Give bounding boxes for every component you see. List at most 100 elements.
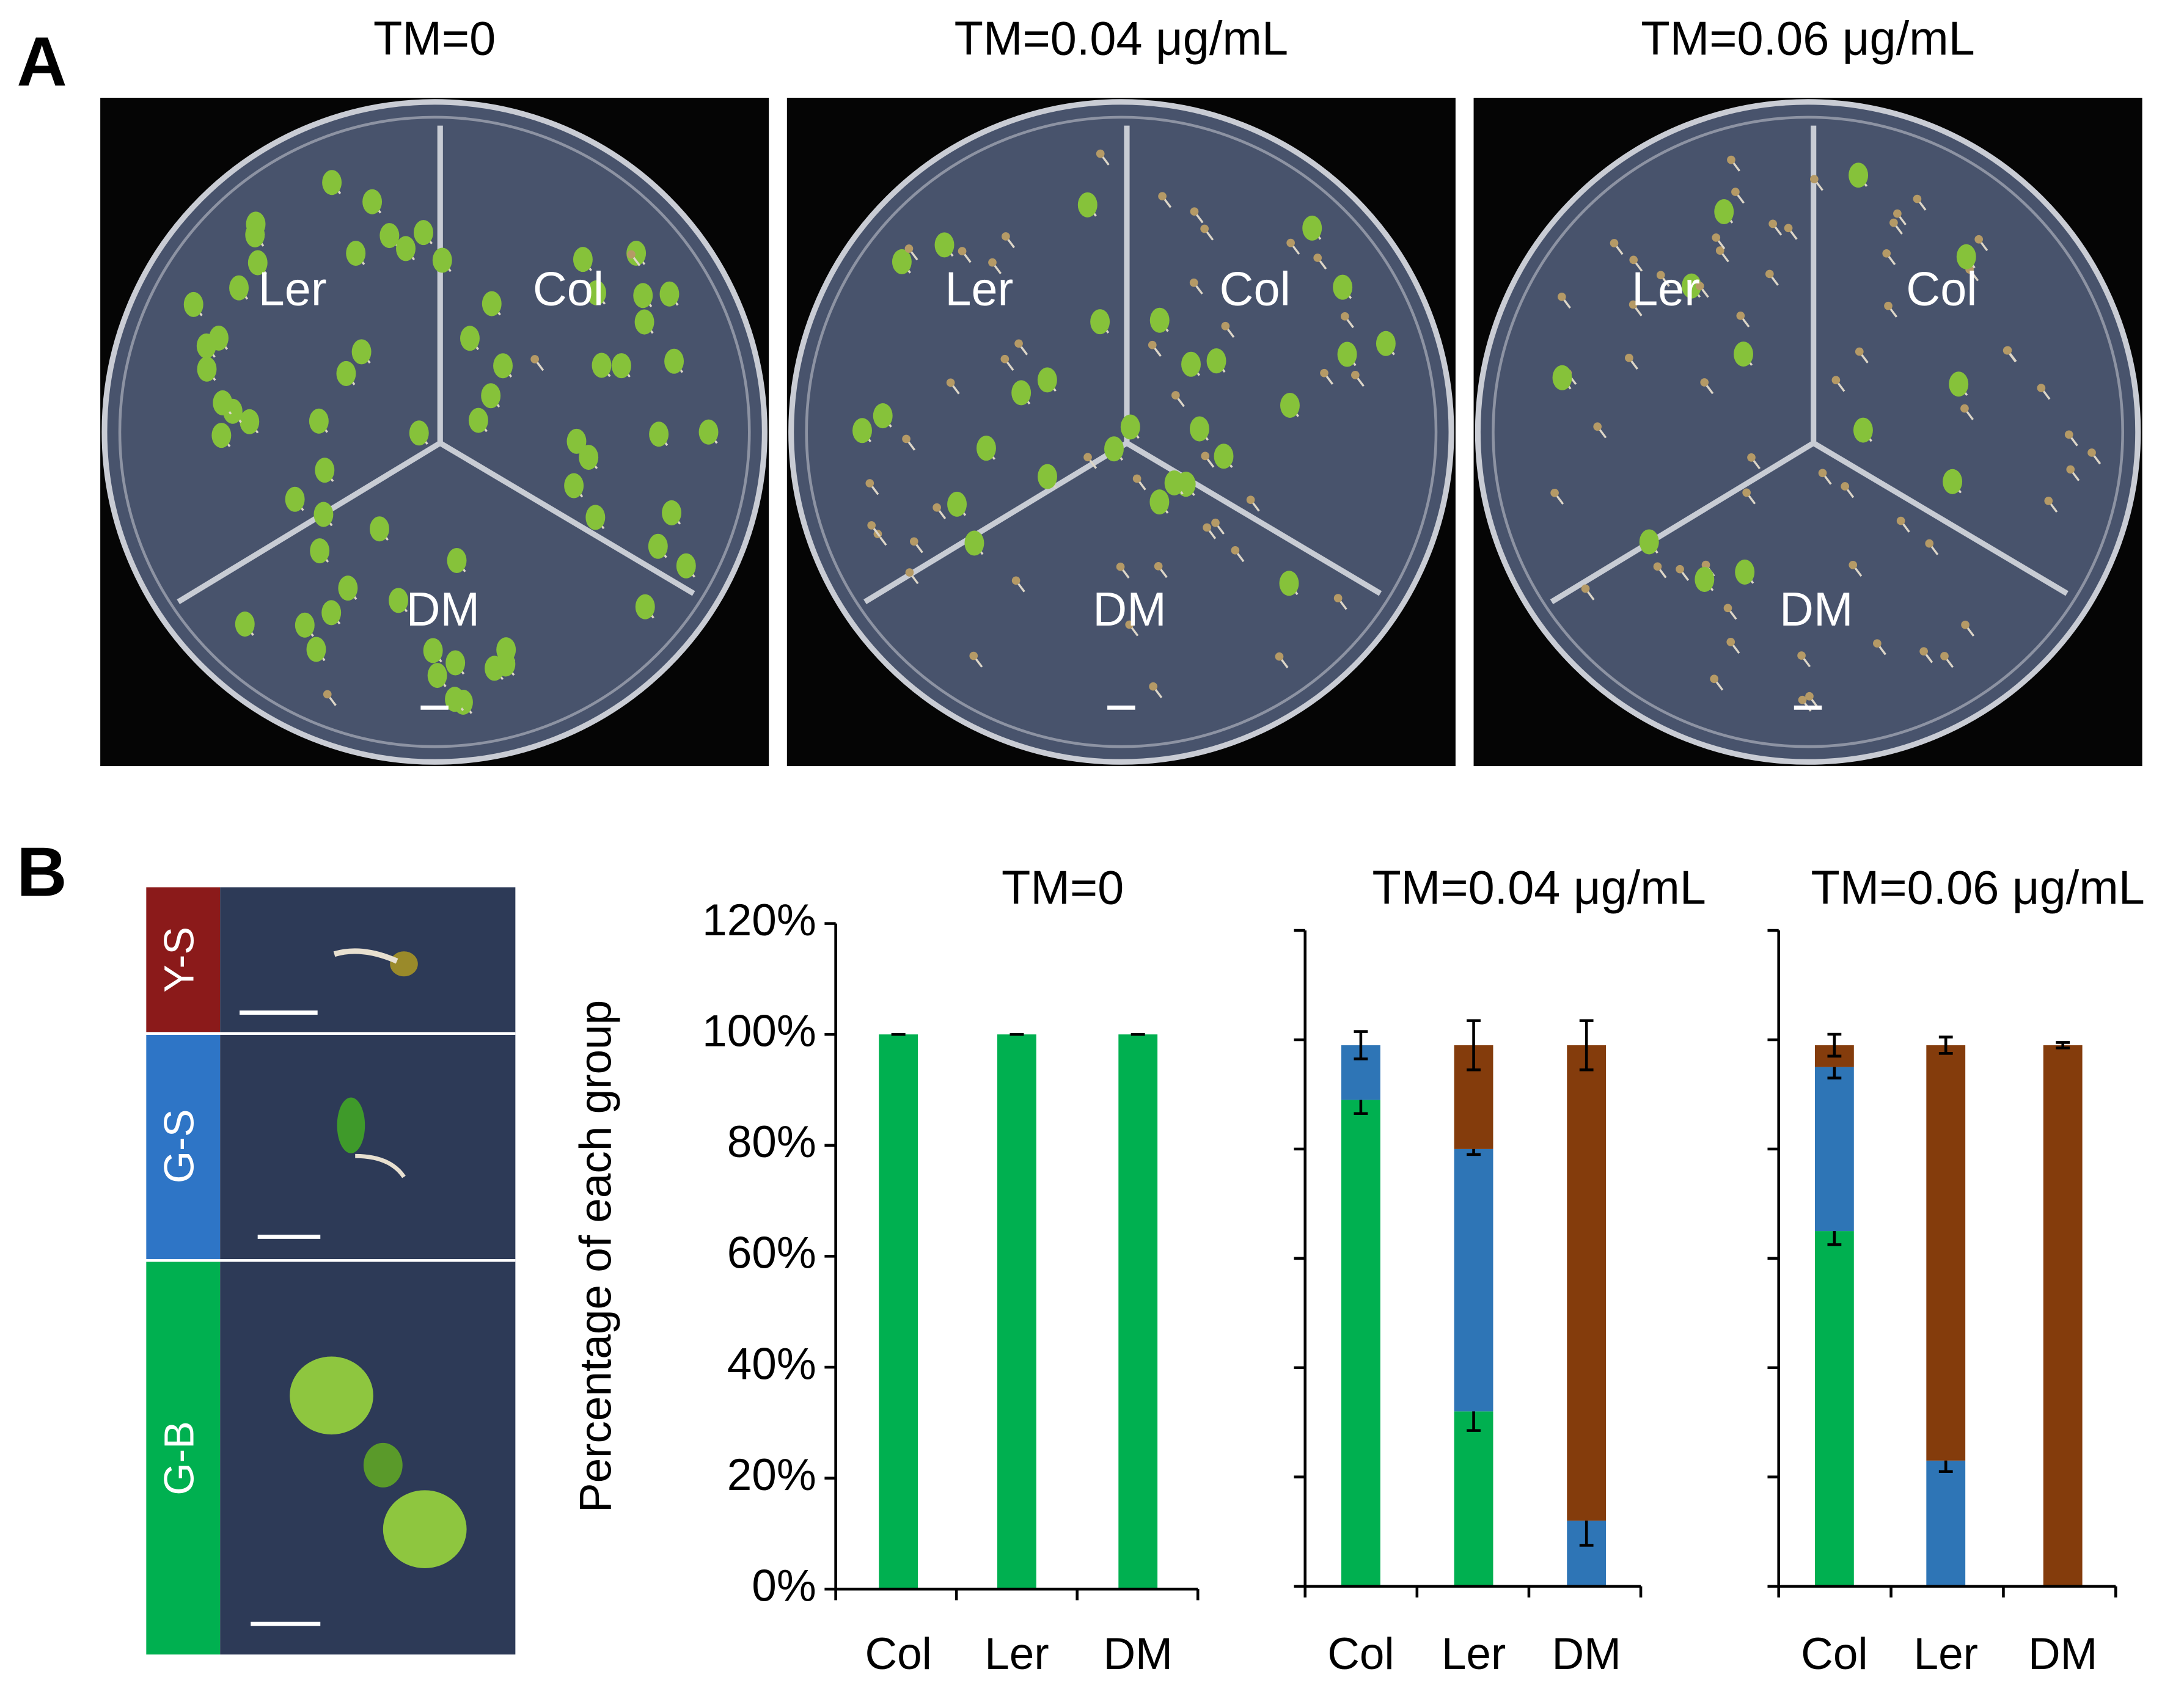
photo-background — [220, 887, 516, 1655]
seedling — [1275, 652, 1284, 661]
seedling — [1120, 414, 1140, 440]
bar-segment — [1118, 1034, 1158, 1590]
plate-region-label: DM — [1779, 583, 1853, 636]
seedling — [969, 651, 978, 660]
seedling — [1629, 300, 1638, 309]
seedling — [1214, 444, 1234, 469]
seedling — [633, 283, 653, 309]
class-label: Y-S — [156, 927, 203, 993]
plate-title: TM=0.06 μg/mL — [1641, 12, 1974, 65]
seedling — [946, 378, 955, 387]
seedling — [1714, 199, 1734, 225]
dish-rim — [1492, 115, 2124, 748]
seedling — [587, 280, 606, 305]
seedling — [1189, 416, 1209, 442]
seedling — [363, 1442, 403, 1488]
plate-photo: Ler Col DM — [786, 97, 1456, 767]
dish-divider — [1125, 440, 1382, 596]
seedling — [1037, 367, 1057, 393]
bar-segment — [1341, 1100, 1380, 1587]
seedling — [1961, 620, 1970, 629]
seedling — [445, 687, 465, 712]
seedling — [482, 291, 502, 316]
seedling-strip: Y-S G-S G-B — [146, 887, 516, 1655]
seedling — [909, 537, 918, 546]
seedling — [1849, 163, 1869, 188]
bar-segment — [1454, 1149, 1493, 1412]
bar-segment — [2043, 1045, 2083, 1587]
plate-region-label: Col — [533, 263, 604, 316]
seedling — [383, 1490, 467, 1568]
seedling — [390, 951, 418, 977]
y-tick-label: 40% — [727, 1339, 816, 1389]
seedling — [313, 502, 334, 527]
seedling — [1000, 354, 1010, 363]
x-tick-label: Ler — [1914, 1629, 1978, 1679]
seedling — [592, 352, 612, 378]
seedling — [1206, 348, 1226, 374]
seedling — [432, 247, 452, 273]
x-tick-label: Ler — [1442, 1629, 1506, 1679]
seedling — [579, 445, 599, 470]
seedling — [1712, 233, 1721, 242]
seedling — [1286, 238, 1295, 247]
seedling — [1747, 453, 1756, 462]
seedling — [1104, 436, 1124, 462]
x-tick-label: DM — [1104, 1629, 1173, 1679]
seedling — [2087, 448, 2096, 457]
dish — [101, 99, 768, 765]
bar-segment — [1814, 1231, 1854, 1587]
chart-title: TM=0.06 μg/mL — [1811, 862, 2144, 915]
y-tick-label: 80% — [727, 1117, 816, 1167]
bar-segment — [1926, 1460, 1966, 1587]
error-bar — [1938, 1035, 1953, 1055]
seedling — [1884, 301, 1893, 310]
seedling — [1695, 282, 1704, 291]
seedling — [379, 223, 400, 249]
seedling — [183, 291, 203, 317]
seedling — [1002, 232, 1010, 241]
seedling — [1231, 546, 1240, 555]
seedling — [892, 249, 912, 274]
seedling — [1726, 638, 1735, 646]
dish-divider — [177, 440, 442, 605]
seedling — [1943, 469, 1963, 494]
seedling — [229, 275, 249, 301]
seedling — [245, 222, 265, 247]
dish — [788, 99, 1454, 765]
seedling — [1956, 244, 1976, 269]
seedling — [1849, 560, 1858, 569]
seedling — [1077, 192, 1097, 217]
seedling — [427, 663, 447, 688]
seedling — [1625, 354, 1633, 362]
x-tick-label: DM — [2028, 1629, 2097, 1679]
error-bar — [2056, 1041, 2070, 1050]
seedling — [1320, 368, 1328, 378]
seedling — [1341, 312, 1349, 321]
seedling — [1873, 639, 1882, 648]
seedling — [1653, 562, 1662, 571]
seedling — [1333, 274, 1353, 300]
bar-segment — [1454, 1411, 1493, 1587]
seedling — [1201, 451, 1210, 461]
bar-segment — [1814, 1067, 1854, 1232]
seedling — [1581, 584, 1590, 593]
panel-label: B — [16, 834, 67, 911]
seedling — [370, 516, 389, 542]
seedling — [1149, 682, 1157, 691]
plate-region-label: Col — [1906, 263, 1977, 316]
plate-region-label: DM — [406, 583, 480, 636]
plate-title: TM=0.04 μg/mL — [955, 12, 1288, 65]
seedling — [1735, 559, 1755, 585]
seedling — [865, 479, 874, 488]
plate-region-label: Ler — [1632, 263, 1700, 316]
seedling — [1313, 254, 1322, 262]
seedling — [235, 612, 255, 637]
seedling — [1798, 695, 1807, 704]
seedling — [1181, 351, 1201, 377]
seedling — [1280, 392, 1300, 418]
seedling — [447, 547, 467, 574]
seedling — [611, 353, 631, 379]
seedling — [1639, 529, 1659, 555]
seedling — [958, 247, 967, 255]
